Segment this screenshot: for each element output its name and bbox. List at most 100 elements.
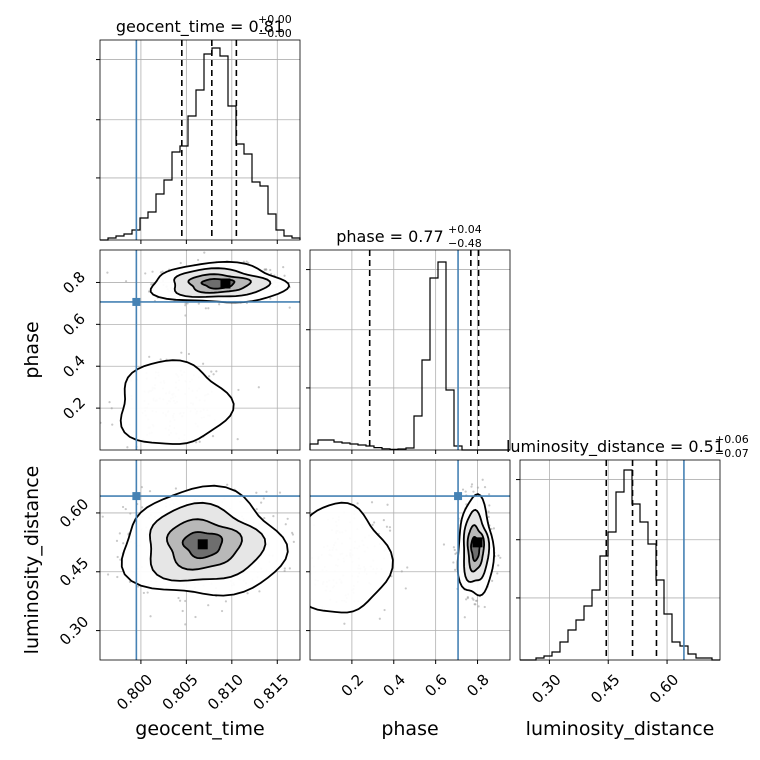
sample-point	[497, 564, 500, 567]
histogram-geocent-time	[100, 47, 301, 241]
sample-point	[129, 512, 132, 515]
sample-point	[269, 268, 272, 272]
panel-frame	[309, 459, 511, 661]
sample-point	[496, 572, 499, 575]
sample-point	[303, 553, 305, 555]
sample-point	[224, 600, 228, 603]
hist-panel-phase	[306, 249, 511, 454]
density-contour	[310, 501, 394, 614]
sample-point	[124, 280, 128, 283]
sample-point	[196, 258, 200, 262]
sample-point	[382, 519, 385, 522]
sample-point	[121, 505, 125, 509]
sample-point	[87, 533, 89, 535]
x-tick-label: 0.800	[113, 671, 156, 714]
sample-point	[173, 454, 175, 456]
sample-point	[378, 617, 381, 620]
panel-frame	[309, 249, 511, 451]
sample-point	[491, 579, 494, 583]
x-tick-label: 0.45	[587, 671, 623, 707]
sample-point	[194, 615, 197, 619]
sample-point	[122, 542, 125, 545]
sample-point	[465, 598, 468, 601]
title-phase-minus: −0.48	[448, 237, 482, 250]
sample-point	[184, 623, 187, 626]
sample-point	[207, 604, 210, 607]
sample-point	[471, 597, 474, 600]
hist-panel-geocent-time	[96, 39, 301, 244]
sample-point	[111, 423, 114, 426]
sample-point	[161, 270, 164, 273]
sample-point	[283, 567, 286, 570]
sample-point	[474, 603, 477, 606]
sample-point	[116, 555, 119, 559]
sample-point	[470, 485, 473, 488]
sample-point	[142, 591, 145, 595]
sample-point	[406, 566, 409, 569]
y-tick-label: 0.2	[59, 393, 89, 423]
sample-point	[470, 483, 474, 486]
sample-point	[198, 440, 201, 443]
title-geocent-time: geocent_time = 0.81	[116, 17, 284, 37]
sample-point	[481, 478, 484, 481]
sample-point	[148, 355, 151, 358]
sample-point	[149, 615, 152, 618]
y-tick-label: 0.6	[59, 310, 89, 340]
sample-point	[452, 561, 455, 564]
sample-point	[215, 370, 218, 373]
sample-point	[184, 314, 187, 317]
sample-point	[371, 523, 374, 526]
sample-point	[180, 351, 183, 354]
sample-point	[207, 307, 210, 310]
xlabel-luminosity-distance: luminosity_distance	[526, 718, 715, 740]
sample-point	[110, 407, 113, 410]
truth-marker	[454, 492, 463, 501]
sample-point	[499, 556, 502, 559]
sample-point	[148, 490, 152, 493]
sample-point	[184, 304, 187, 307]
y-tick-label: 0.45	[56, 554, 92, 590]
sample-point	[283, 569, 286, 573]
sample-point	[116, 575, 119, 579]
title-luminosity-distance-plus: +0.06	[715, 433, 749, 446]
sample-point	[181, 609, 184, 613]
sample-point	[442, 543, 446, 546]
sample-point	[141, 506, 144, 509]
panel-frame	[99, 39, 301, 241]
sample-point	[151, 270, 154, 273]
density-contour	[119, 359, 235, 445]
sample-point	[286, 517, 289, 520]
sample-point	[385, 525, 389, 528]
title-phase: phase = 0.77	[336, 227, 443, 246]
title-geocent-time-minus: −0.00	[258, 27, 292, 40]
sample-point	[304, 510, 306, 512]
sample-point	[466, 596, 469, 599]
sample-point	[211, 435, 215, 438]
density-peak	[220, 278, 231, 289]
panel-frame	[99, 459, 301, 661]
x-tick-label: 0.4	[379, 671, 409, 701]
sample-point	[204, 307, 207, 310]
sample-point	[245, 260, 248, 263]
sample-point	[306, 610, 308, 612]
histogram-luminosity-distance	[520, 469, 720, 661]
y-tick-label: 0.8	[59, 268, 89, 298]
sample-point	[208, 375, 211, 378]
sample-point	[197, 302, 200, 305]
sample-point	[497, 554, 500, 557]
sample-point	[388, 529, 392, 532]
title-geocent-time-plus: +0.00	[258, 13, 292, 26]
sample-point	[218, 303, 221, 306]
panel-content	[100, 251, 291, 456]
xlabel-geocent-time: geocent_time	[135, 718, 264, 740]
sample-point	[174, 487, 178, 490]
sample-point	[115, 539, 119, 542]
sample-point	[210, 370, 213, 373]
x-tick-label: 0.60	[646, 671, 682, 707]
sample-point	[487, 510, 490, 513]
sample-point	[279, 591, 281, 593]
sample-point	[453, 568, 457, 571]
sample-point	[263, 268, 266, 271]
sample-point	[400, 570, 403, 573]
